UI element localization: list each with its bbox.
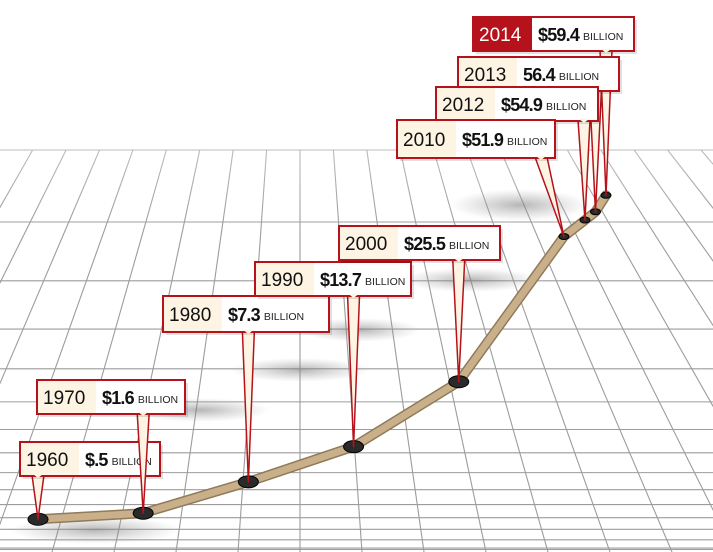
callout-value-label: $59.4 — [538, 25, 580, 45]
callout-2014: 2014 $59.4 BILLION — [472, 16, 637, 197]
callout-1980: 1980 $7.3 BILLION — [162, 295, 332, 483]
callout-pointer-join — [348, 294, 359, 298]
callout-year-label: 1990 — [261, 270, 303, 291]
callout-year-cell — [164, 297, 222, 331]
callout-year-label: 2012 — [442, 95, 484, 116]
callout-value-label: 56.4 — [523, 65, 556, 85]
callout-year-cell — [474, 18, 532, 50]
callout-pointer-join — [579, 119, 589, 123]
callout-1970: 1970 $1.6 BILLION — [36, 379, 188, 514]
callout-year-label: 1970 — [43, 388, 85, 409]
callout-year-label: 2013 — [464, 65, 506, 86]
callout-value-label: $7.3 — [228, 305, 261, 325]
callout-year-cell — [437, 88, 495, 120]
callout-value-label: $25.5 — [404, 234, 446, 254]
callout-shadow — [450, 189, 590, 221]
callout-2010: 2010 $51.9 BILLION — [396, 119, 565, 238]
callout-year-cell — [256, 263, 314, 295]
callout-pointer-join — [243, 330, 254, 334]
callout-value-label: $1.6 — [102, 388, 135, 408]
callout-pointer-join — [33, 474, 43, 478]
callout-year-cell — [459, 58, 517, 90]
callout-value-label: $13.7 — [320, 270, 362, 290]
callout-year-label: 1960 — [26, 450, 68, 471]
callout-value-label: $.5 — [85, 450, 108, 470]
callout-2000: 2000 $25.5 BILLION — [338, 225, 503, 383]
callout-year-cell — [398, 121, 456, 157]
callout-pointer — [31, 474, 45, 520]
callout-unit-label: BILLION — [559, 71, 599, 83]
callout-year-cell — [38, 381, 96, 413]
callout-2013: 2013 56.4 BILLION — [457, 56, 622, 213]
callout-year-cell — [340, 227, 398, 259]
callout-pointer — [451, 258, 466, 383]
callout-2012: 2012 $54.9 BILLION — [435, 86, 601, 221]
callout-unit-label: BILLION — [138, 394, 178, 406]
callout-unit-label: BILLION — [264, 311, 304, 323]
callout-unit-label: BILLION — [365, 276, 405, 288]
callout-1990: 1990 $13.7 BILLION — [254, 261, 414, 448]
callout-pointer-join — [453, 258, 464, 262]
callout-unit-label: BILLION — [449, 240, 489, 252]
callout-value-label: $51.9 — [462, 130, 504, 150]
callout-value-label: $54.9 — [501, 95, 543, 115]
callout-pointer-join — [536, 156, 546, 160]
callout-year-label: 2010 — [403, 130, 445, 151]
callout-year-label: 2000 — [345, 234, 387, 255]
callout-unit-label: BILLION — [583, 31, 623, 43]
callout-pointer-join — [601, 49, 611, 53]
callout-year-label: 2014 — [479, 25, 522, 46]
callout-pointer-join — [138, 412, 149, 416]
callout-year-cell — [21, 443, 79, 475]
callout-year-label: 1980 — [169, 305, 211, 326]
callout-shadow — [230, 358, 370, 382]
callout-unit-label: BILLION — [546, 101, 586, 113]
callout-shadow — [400, 268, 540, 292]
callout-unit-label: BILLION — [507, 136, 547, 148]
